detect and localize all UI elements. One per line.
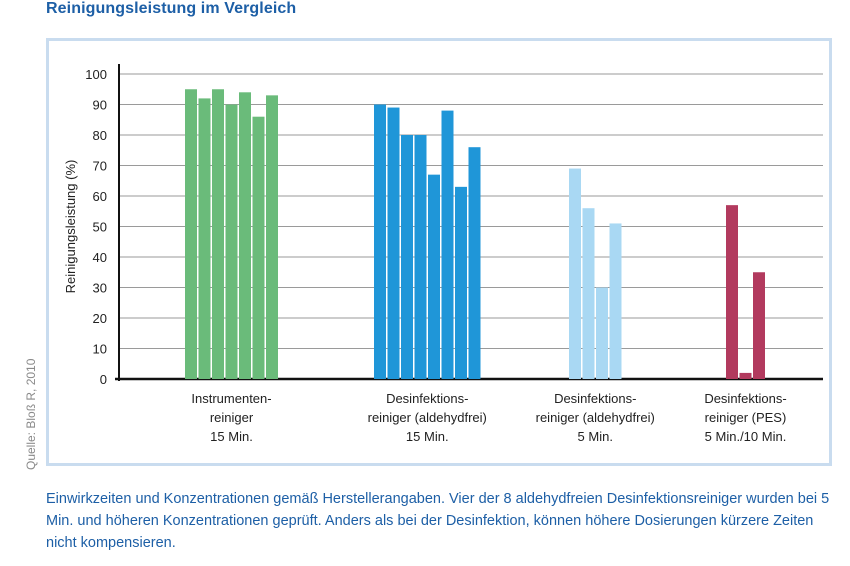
y-tick-label: 70	[93, 159, 107, 174]
bar-chart: 0 10 20 30 40 50 60 70 80 90 100 Reinigungsleistung…	[63, 64, 823, 444]
bar	[266, 95, 278, 379]
bar	[374, 104, 386, 379]
bar	[185, 89, 197, 379]
x-category-label: 15 Min.	[406, 429, 449, 444]
bar	[252, 116, 265, 379]
y-tick-label: 10	[93, 342, 107, 357]
source-note: Quelle: Bloß R, 2010	[24, 358, 38, 470]
bar	[441, 110, 454, 379]
bar	[239, 92, 251, 380]
y-tick-label: 80	[93, 128, 107, 143]
bar	[569, 168, 581, 379]
y-axis-label: Reinigungsleistung (%)	[63, 160, 78, 294]
bar	[582, 208, 595, 379]
bar	[212, 89, 224, 379]
y-tick-label: 60	[93, 189, 107, 204]
y-tick-label: 50	[93, 220, 107, 235]
bar	[753, 272, 765, 379]
bar	[596, 287, 608, 379]
bar	[414, 135, 427, 379]
bar	[455, 186, 467, 379]
y-tick-label: 90	[93, 98, 107, 113]
y-tick-label: 0	[100, 372, 107, 387]
x-category-label: reiniger (PES)	[705, 410, 787, 425]
x-category-label: reiniger (aldehydfrei)	[368, 410, 487, 425]
x-category-label: Desinfektions-	[704, 391, 786, 406]
caption: Einwirkzeiten und Konzentrationen gemäß …	[46, 491, 830, 551]
bar	[401, 135, 413, 379]
bar	[739, 372, 752, 379]
y-tick-label: 30	[93, 281, 107, 296]
bar	[609, 223, 622, 379]
bar	[198, 98, 211, 380]
x-category-label: 5 Min./10 Min.	[705, 429, 787, 444]
bar	[387, 107, 400, 380]
x-category-label: reiniger (aldehydfrei)	[536, 410, 655, 425]
x-category-label: reiniger	[210, 410, 254, 425]
x-category-label: Desinfektions-	[386, 391, 468, 406]
bar	[468, 147, 481, 379]
bar	[225, 104, 238, 379]
chart-title: Reinigungsleistung im Vergleich	[46, 0, 297, 17]
y-tick-label: 100	[85, 67, 107, 82]
chart-frame: 0 10 20 30 40 50 60 70 80 90 100 Reinigungsleistung…	[46, 38, 832, 466]
x-category-label: 15 Min.	[210, 429, 253, 444]
x-category-label: Instrumenten-	[191, 391, 271, 406]
x-category-label: Desinfektions-	[554, 391, 636, 406]
y-tick-label: 20	[93, 311, 107, 326]
bar	[726, 205, 738, 379]
x-category-label: 5 Min.	[578, 429, 613, 444]
y-tick-label: 40	[93, 250, 107, 265]
bar	[428, 174, 440, 379]
